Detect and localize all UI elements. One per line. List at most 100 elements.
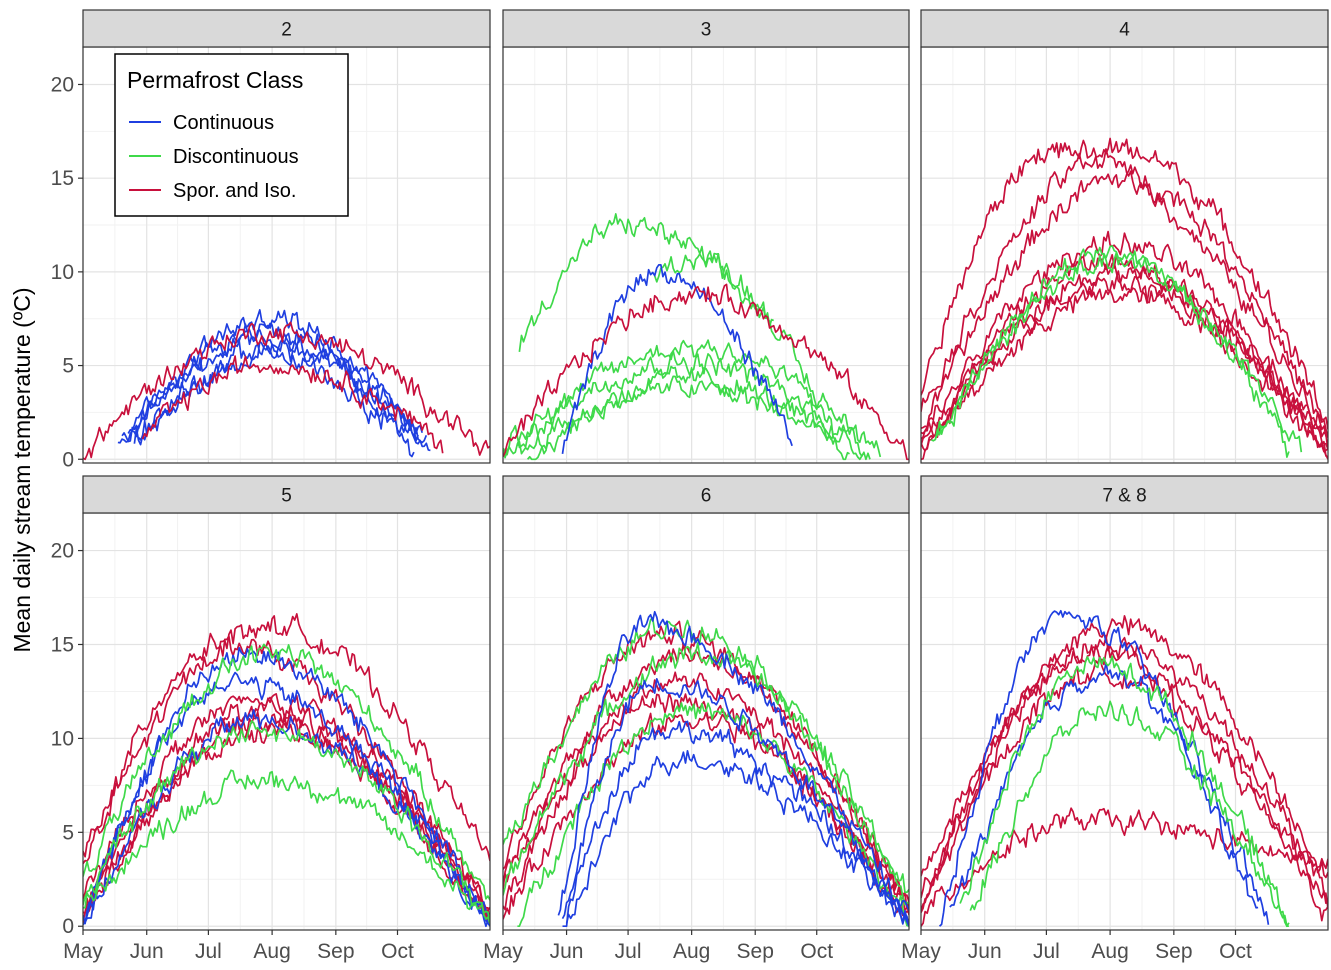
series-line-sporandiso — [921, 615, 1328, 911]
legend-entry-label: Discontinuous — [173, 146, 299, 168]
legend-title: Permafrost Class — [127, 67, 303, 93]
facet-strip — [82, 475, 491, 514]
x-tick-label: Oct — [381, 940, 414, 963]
x-tick-label: Jun — [968, 940, 1002, 963]
series-group — [921, 609, 1328, 928]
series-line-continuous — [561, 263, 793, 455]
x-tick-label: Sep — [1155, 940, 1192, 963]
series-line-continuous — [133, 342, 415, 458]
facet-strip — [920, 475, 1329, 514]
series-line-discontinuous — [83, 643, 490, 901]
facet-strip — [920, 9, 1329, 48]
series-line-continuous — [117, 309, 431, 452]
y-tick-label: 20 — [51, 540, 74, 563]
series-line-sporandiso — [83, 321, 490, 461]
legend-box — [114, 53, 349, 217]
legend-entry-label: Continuous — [173, 112, 274, 134]
legend-entry-label: Spor. and Iso. — [173, 180, 296, 202]
series-line-continuous — [137, 340, 424, 441]
facet-strip-label: 6 — [701, 486, 712, 507]
x-tick-label: Sep — [317, 940, 354, 963]
y-tick-label: 5 — [62, 821, 74, 844]
y-tick-label: 10 — [51, 261, 74, 284]
series-line-discontinuous — [959, 655, 1289, 928]
x-tick-label: May — [483, 940, 523, 963]
series-line-discontinuous — [83, 769, 490, 924]
series-line-sporandiso — [921, 270, 1328, 460]
x-tick-label: Jun — [130, 940, 164, 963]
series-line-sporandiso — [921, 285, 1328, 461]
series-line-sporandiso — [921, 164, 1328, 438]
series-line-discontinuous — [503, 642, 909, 906]
series-line-discontinuous — [83, 720, 490, 921]
series-group — [83, 309, 490, 461]
y-tick-label: 5 — [62, 355, 74, 378]
x-tick-label: Sep — [737, 940, 774, 963]
facet-panel-4: 4 — [920, 9, 1329, 464]
series-line-discontinuous — [503, 350, 871, 461]
series-line-continuous — [83, 671, 490, 927]
facet-strip-label: 2 — [281, 20, 292, 41]
series-group — [921, 137, 1328, 461]
series-line-sporandiso — [83, 693, 490, 919]
series-line-continuous — [557, 610, 909, 925]
series-line-continuous — [562, 720, 909, 928]
y-tick-label: 0 — [62, 915, 74, 938]
facet-panel-6: 6 May Jun Jul Aug Sep Oct — [483, 475, 910, 963]
series-line-continuous — [949, 661, 1259, 909]
facet-strip-label: 7 & 8 — [1102, 486, 1146, 507]
y-tick-label: 15 — [51, 167, 74, 190]
facet-panel-3: 3 — [502, 9, 910, 464]
series-line-sporandiso — [503, 711, 909, 920]
series-line-sporandiso — [141, 355, 444, 454]
series-line-discontinuous — [516, 375, 863, 461]
series-line-discontinuous — [969, 700, 1290, 928]
series-line-discontinuous — [503, 616, 909, 894]
series-line-continuous — [561, 677, 909, 927]
series-line-continuous — [938, 609, 1270, 927]
x-tick-label: Jul — [1033, 940, 1060, 963]
series-line-sporandiso — [921, 137, 1328, 430]
y-tick-label: 0 — [62, 448, 74, 471]
x-tick-label: Oct — [1219, 940, 1252, 963]
series-line-discontinuous — [653, 250, 834, 438]
x-tick-label: Aug — [253, 940, 290, 963]
series-line-sporandiso — [83, 613, 490, 862]
series-line-sporandiso — [503, 283, 909, 461]
x-tick-label: Oct — [800, 940, 833, 963]
series-line-continuous — [565, 749, 909, 927]
x-tick-label: Aug — [673, 940, 710, 963]
y-tick-label: 10 — [51, 727, 74, 750]
panel-background — [83, 513, 490, 930]
legend: Permafrost Class Continuous Discontinuous S… — [114, 53, 349, 217]
series-line-sporandiso — [921, 634, 1328, 909]
series-group — [83, 613, 490, 928]
x-tick-label: May — [63, 940, 103, 963]
series-group — [503, 213, 909, 461]
series-line-continuous — [83, 647, 490, 926]
series-line-sporandiso — [921, 261, 1328, 453]
series-line-discontinuous — [930, 250, 1303, 453]
series-line-sporandiso — [921, 230, 1328, 451]
facet-strip — [502, 475, 910, 514]
facet-strip — [82, 9, 491, 48]
series-line-sporandiso — [921, 807, 1328, 927]
facet-panel-5: 5 0 5 10 15 20 May Jun Jul Aug Sep Oct — [51, 475, 491, 963]
facet-strip-label: 4 — [1119, 20, 1130, 41]
series-line-discontinuous — [934, 245, 1290, 458]
y-axis-title: Mean daily stream temperature (ºC) — [9, 287, 35, 652]
x-tick-label: Jul — [615, 940, 642, 963]
y-tick-label: 15 — [51, 633, 74, 656]
y-tick-label: 20 — [51, 73, 74, 96]
facet-panel-78: 7 & 8 May Jun Jul Aug Sep Oct — [901, 475, 1329, 963]
series-group — [503, 610, 909, 928]
panel-background — [503, 47, 909, 463]
x-tick-label: Aug — [1091, 940, 1128, 963]
x-tick-label: Jul — [195, 940, 222, 963]
x-tick-label: Jun — [550, 940, 584, 963]
series-line-sporandiso — [503, 671, 909, 912]
facet-strip-label: 5 — [281, 486, 292, 507]
